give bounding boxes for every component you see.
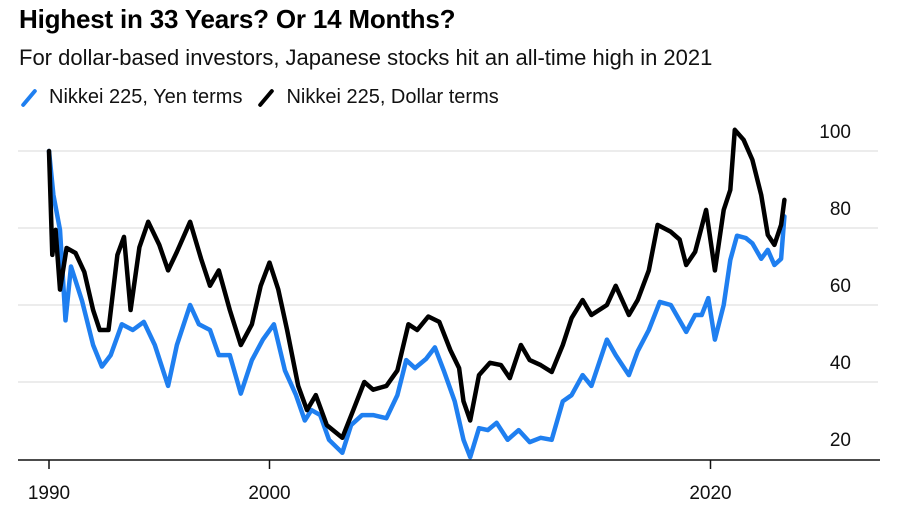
legend-item-dollar: Nikkei 225, Dollar terms	[256, 86, 498, 109]
legend-label-yen: Nikkei 225, Yen terms	[49, 86, 243, 108]
y-tick-label: 100	[819, 122, 851, 143]
legend: Nikkei 225, Yen terms Nikkei 225, Dollar…	[19, 86, 513, 109]
series-line-yen	[46, 148, 787, 460]
legend-label-dollar: Nikkei 225, Dollar terms	[286, 86, 499, 108]
legend-item-yen: Nikkei 225, Yen terms	[19, 86, 242, 109]
chart-title: Highest in 33 Years? Or 14 Months?	[19, 4, 456, 34]
series-line-dollar	[46, 127, 787, 441]
y-tick-label: 20	[830, 430, 851, 451]
x-tick-label: 1990	[28, 483, 70, 504]
y-tick-label: 40	[830, 353, 851, 374]
y-tick-label: 80	[830, 199, 851, 220]
x-tick-label: 2000	[248, 483, 290, 504]
x-tick-label: 2020	[689, 483, 731, 504]
chart-subtitle: For dollar-based investors, Japanese sto…	[19, 45, 713, 70]
y-tick-label: 60	[830, 276, 851, 297]
